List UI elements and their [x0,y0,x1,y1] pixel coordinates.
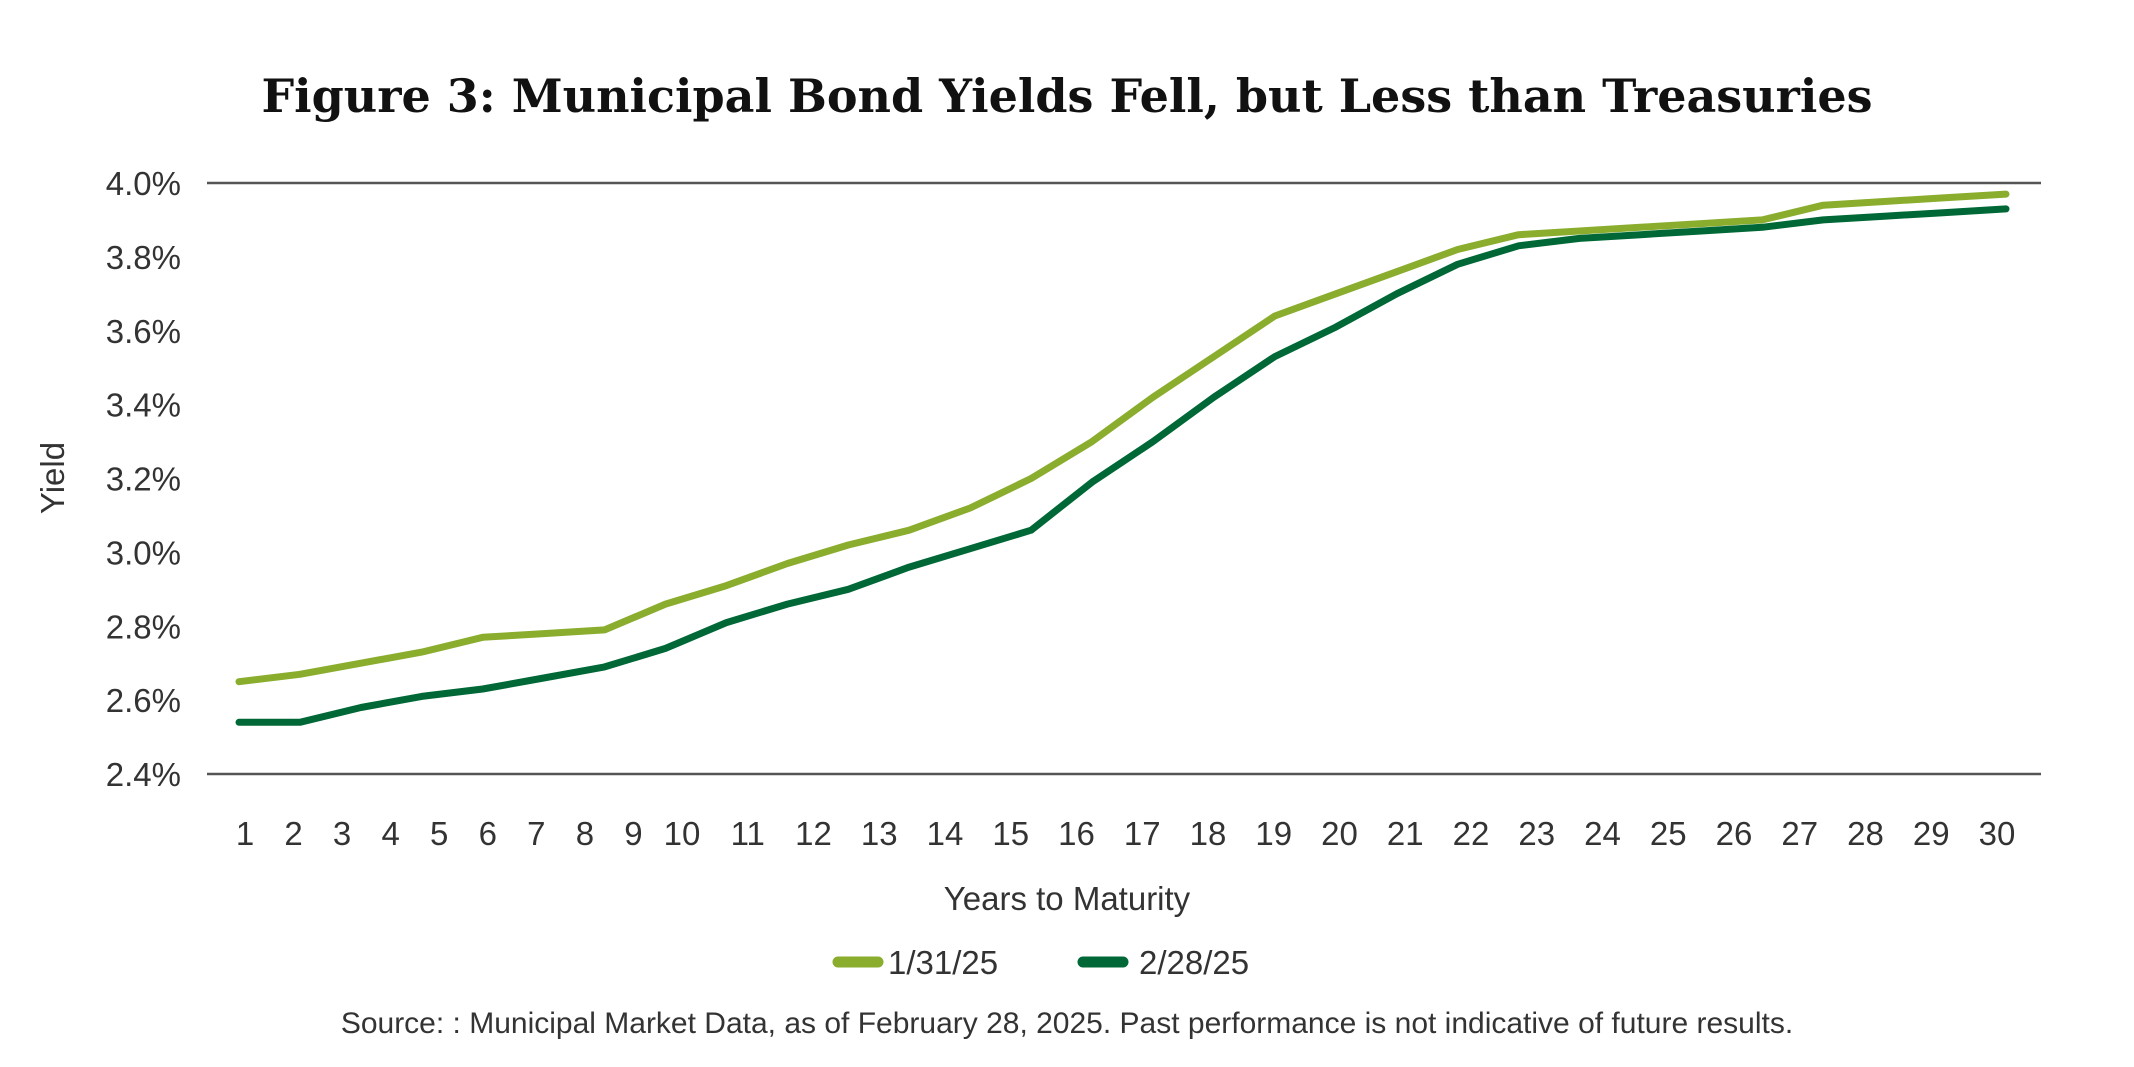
x-tick-label: 3 [333,815,351,852]
x-tick-label: 24 [1584,815,1621,852]
series-line-2-28-25 [235,205,2010,726]
x-tick-label: 20 [1321,815,1358,852]
y-tick-label: 3.2% [106,461,181,498]
legend-item-2: 2/28/25 [1077,944,1249,981]
legend-label: 2/28/25 [1139,944,1249,981]
x-tick-label: 12 [795,815,832,852]
y-tick-label: 3.0% [106,534,181,571]
x-tick-label: 26 [1716,815,1753,852]
x-tick-label: 22 [1453,815,1490,852]
y-tick-label: 4.0% [106,165,181,202]
x-tick-label: 9 [624,815,642,852]
x-tick-label: 18 [1190,815,1227,852]
y-axis-label: Yield [34,442,71,514]
source-note: Source: : Municipal Market Data, as of F… [341,1007,1793,1040]
x-tick-label: 29 [1913,815,1950,852]
gridlines [207,181,2041,776]
legend-label: 1/31/25 [888,944,998,981]
x-tick-label: 27 [1781,815,1818,852]
series-layer [235,190,2010,726]
x-tick-label: 10 [664,815,701,852]
y-tick-label: 3.8% [106,239,181,276]
x-tick-label: 6 [479,815,497,852]
x-tick-label: 13 [861,815,898,852]
x-tick-label: 21 [1387,815,1424,852]
x-tick-label: 15 [992,815,1029,852]
y-tick-label: 3.4% [106,387,181,424]
legend: 1/31/25 2/28/25 [832,944,1249,981]
x-tick-label: 7 [527,815,545,852]
x-tick-label: 11 [731,815,765,852]
x-tick-label: 25 [1650,815,1687,852]
chart-title: Figure 3: Municipal Bond Yields Fell, bu… [261,69,1872,123]
x-tick-label: 17 [1124,815,1161,852]
x-axis-ticks: 1 2 3 4 5 6 7 8 9 10 11 12 13 14 15 16 17 18 19 20 21 22 23 24 2… [236,815,2016,852]
x-axis-label: Years to Maturity [944,880,1191,917]
y-tick-label: 2.6% [106,682,181,719]
x-tick-label: 30 [1979,815,2016,852]
x-tick-label: 16 [1058,815,1095,852]
x-tick-label: 28 [1847,815,1884,852]
x-tick-label: 19 [1255,815,1292,852]
legend-item-1: 1/31/25 [832,944,998,981]
y-tick-label: 2.4% [106,756,181,793]
x-tick-label: 4 [381,815,399,852]
y-axis-ticks: 2.4% 2.6% 2.8% 3.0% 3.2% 3.4% 3.6% 3.8% 4.0% [106,165,181,793]
y-tick-label: 2.8% [106,608,181,645]
x-tick-label: 2 [284,815,302,852]
x-tick-label: 8 [576,815,594,852]
x-tick-label: 23 [1518,815,1555,852]
x-tick-label: 14 [927,815,964,852]
x-tick-label: 1 [236,815,254,852]
x-tick-label: 5 [430,815,448,852]
series-line-1-31-25 [235,190,2010,686]
y-tick-label: 3.6% [106,313,181,350]
